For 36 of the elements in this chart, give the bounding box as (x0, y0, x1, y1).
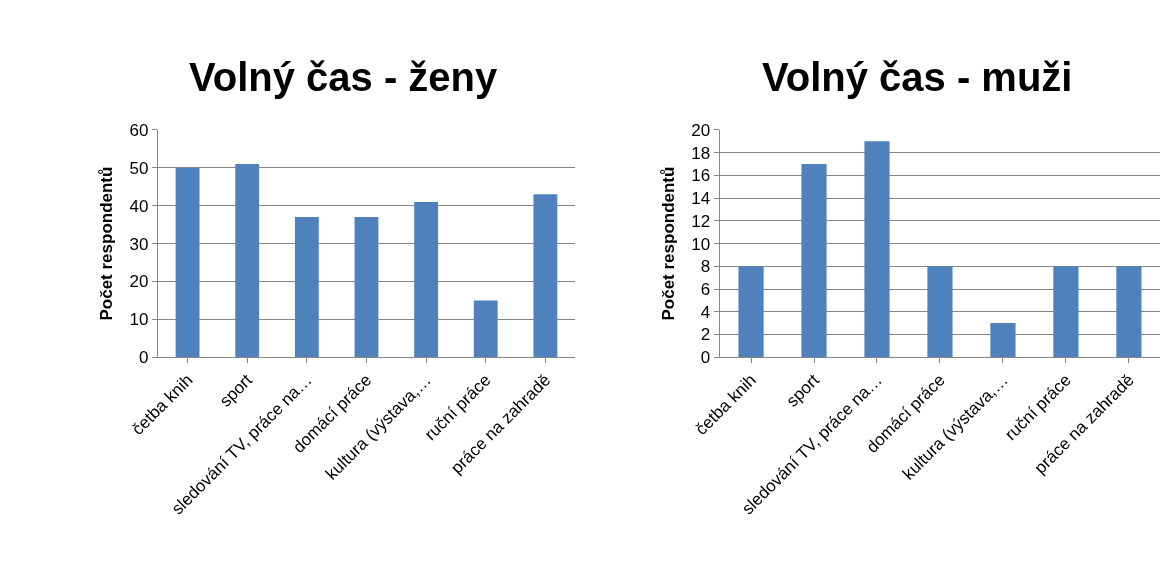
y-tick-label: 20 (129, 272, 149, 292)
bar (473, 300, 498, 358)
y-axis-title: Počet respondentů (96, 166, 116, 321)
chart-title: Volný čas - muži (762, 55, 1073, 99)
y-tick-label: 0 (700, 348, 711, 368)
y-tick-label: 40 (129, 196, 149, 216)
y-tick-label: 14 (691, 189, 711, 209)
bar (235, 164, 260, 358)
bar (738, 266, 764, 358)
bar (1116, 266, 1142, 358)
bar (1053, 266, 1079, 358)
y-tick-label: 60 (129, 120, 149, 140)
bar (354, 217, 379, 358)
y-tick-label: 50 (129, 158, 149, 178)
bar (294, 217, 319, 358)
y-tick-label: 18 (691, 143, 711, 163)
bar (801, 164, 827, 358)
y-tick-label: 10 (129, 310, 149, 330)
bar (927, 266, 953, 358)
bar (414, 201, 439, 358)
bar (990, 323, 1016, 358)
bar (175, 167, 200, 358)
y-tick-label: 20 (691, 120, 711, 140)
y-tick-label: 30 (129, 234, 149, 254)
y-tick-label: 0 (138, 348, 149, 368)
chart-title: Volný čas - ženy (189, 55, 499, 99)
y-axis-title: Počet respondentů (658, 166, 678, 321)
y-tick-label: 8 (700, 257, 711, 277)
y-tick-label: 16 (691, 166, 711, 186)
y-tick-label: 12 (691, 211, 711, 231)
y-tick-label: 4 (700, 302, 711, 322)
bar (533, 194, 558, 358)
y-tick-label: 2 (700, 325, 711, 345)
bar (864, 141, 890, 358)
y-tick-label: 10 (691, 234, 711, 254)
y-tick-label: 6 (700, 279, 711, 299)
